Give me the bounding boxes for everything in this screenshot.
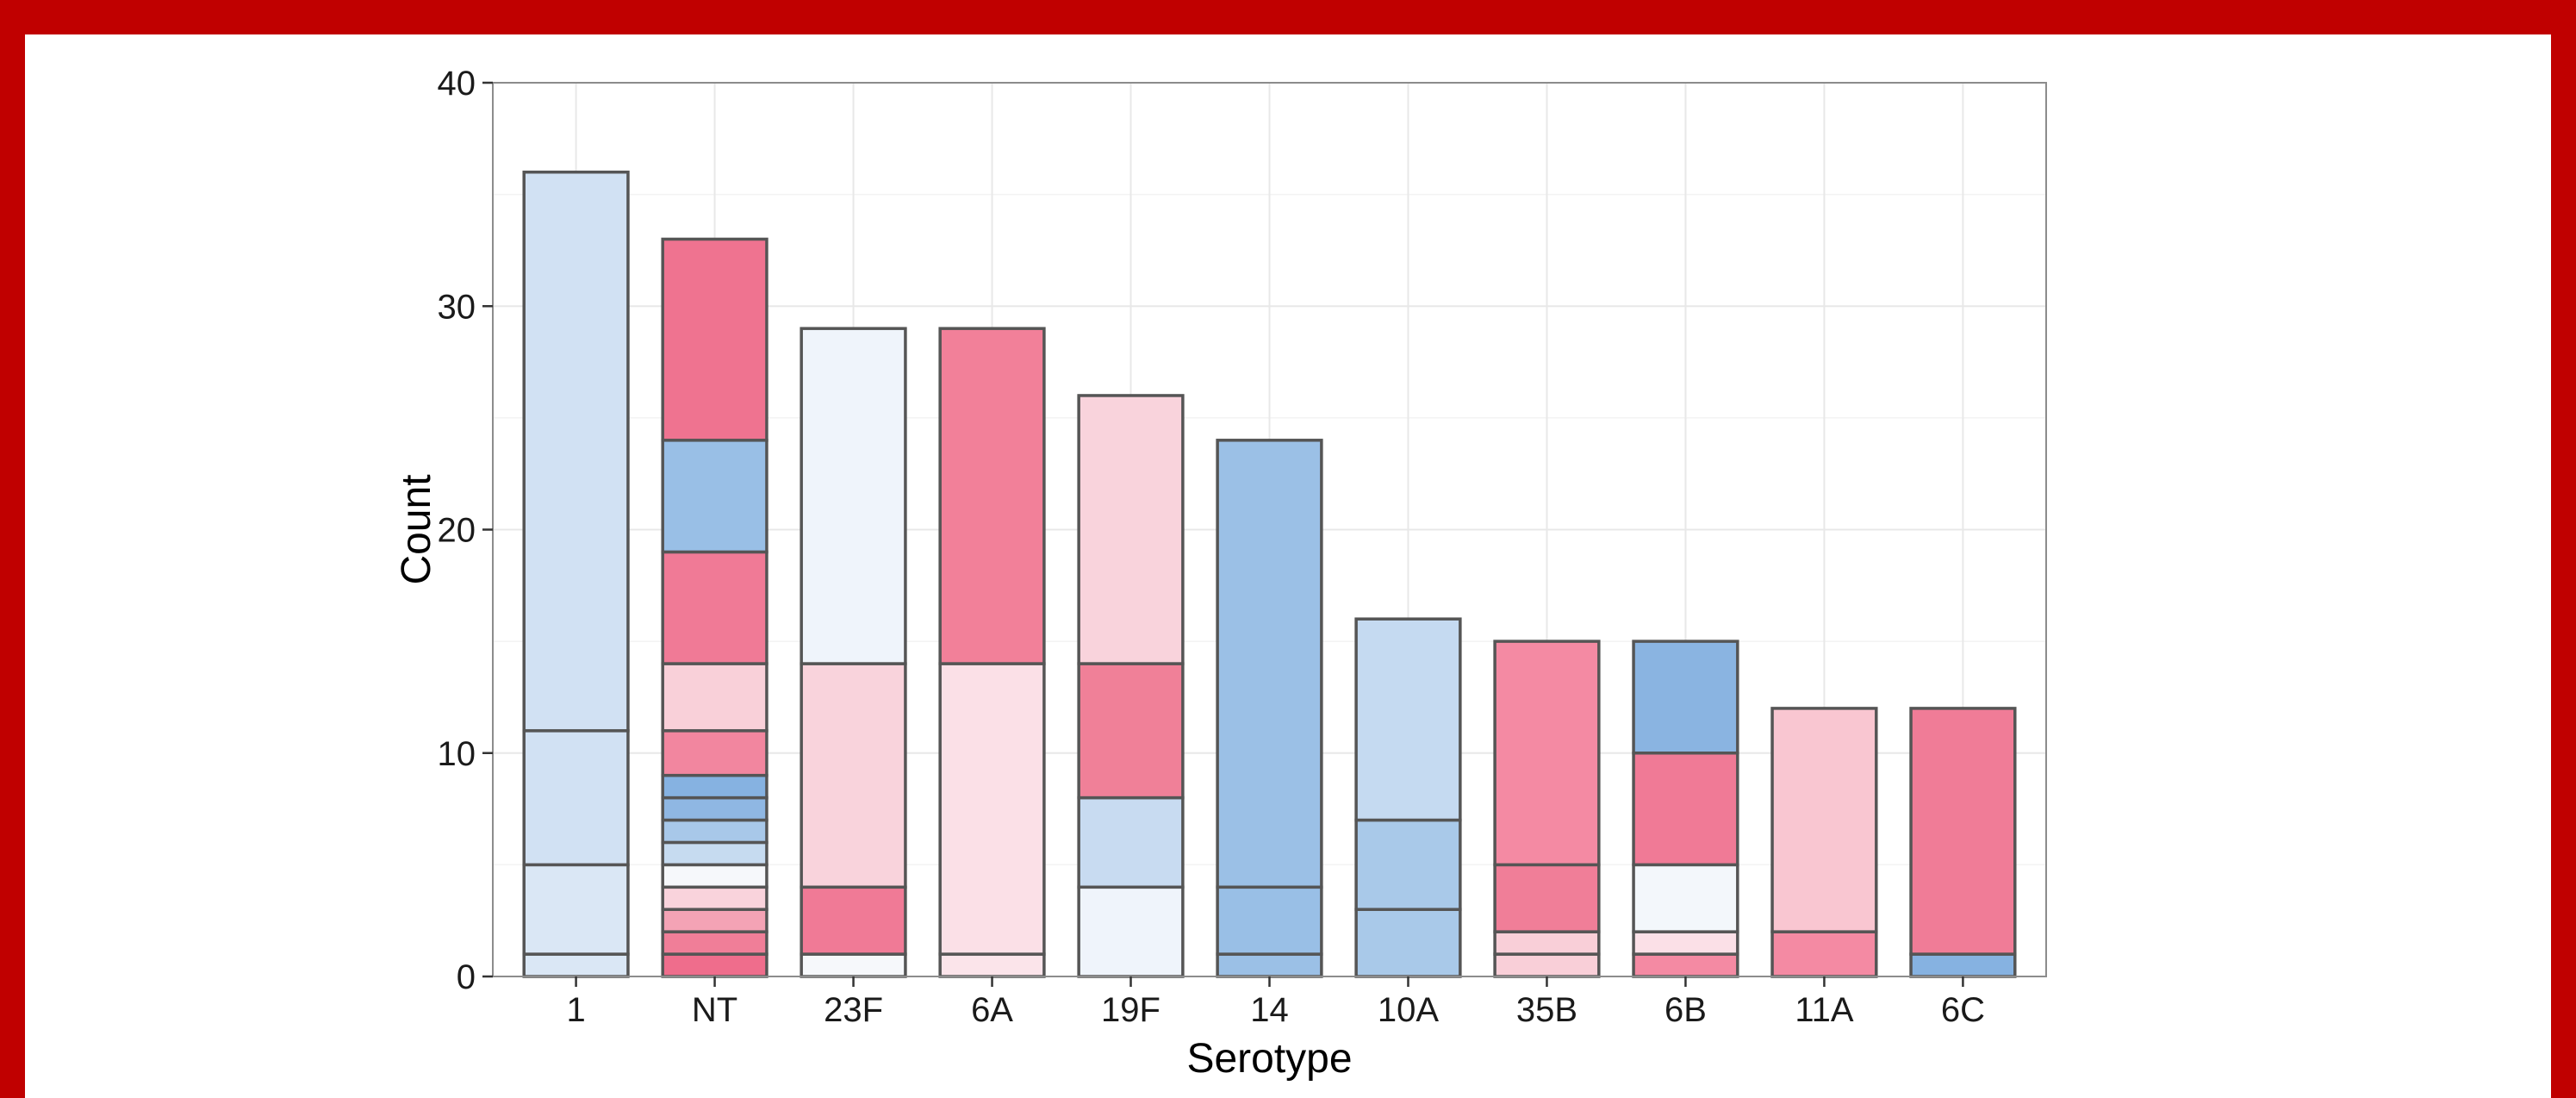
bar-stack-11A [1770,707,1878,978]
bar-segment [522,863,630,956]
x-tick-label: 19F [1101,991,1160,1029]
y-tick-label: 10 [438,735,476,773]
bar-segment [1493,930,1601,956]
x-tick-label: 11A [1795,991,1854,1029]
bar-segment [1354,818,1462,911]
bar-segment [661,237,768,442]
bar-segment [1216,439,1323,889]
bar-stack-6C [1909,707,2017,978]
bar-segment [1354,908,1462,978]
bar-segment [800,327,907,665]
x-tick-label: 10A [1378,991,1439,1029]
bar-segment [1077,795,1185,889]
bars [522,170,2017,978]
y-tick-label: 0 [457,958,476,996]
y-tick-label: 30 [438,288,476,326]
bar-segment [661,863,768,889]
y-tick-label: 20 [438,512,476,550]
bar-segment [1909,707,2017,956]
bar-segment [661,952,768,978]
bar-segment [938,662,1046,956]
bar-segment [1770,707,1878,933]
bar-segment [661,439,768,554]
x-axis-title: Serotype [1186,1036,1352,1082]
x-tick-label: 6C [1941,991,1985,1029]
bar-stack-19F [1077,394,1185,978]
bar-segment [522,170,630,733]
bar-stack-35B [1493,639,1601,978]
x-tick-label: NT [692,991,737,1029]
x-tick-label: 23F [824,991,883,1029]
bar-segment [1632,752,1739,867]
bar-segment [1632,930,1739,956]
chart-frame: 0 10 20 30 40 1 NT 23F 6A 19F 14 10A 35B 6B 11A 6C Ser… [25,34,2551,1098]
x-tick-label: 14 [1250,991,1289,1029]
bar-segment [1216,952,1323,978]
bar-stack-6A [938,327,1046,978]
bar-stack-23F [800,327,907,978]
bar-stack-10A [1354,617,1462,978]
bar-segment [1354,617,1462,822]
bar-stack-1 [522,170,630,978]
bar-segment [522,952,630,978]
bar-segment [1077,885,1185,978]
bar-segment [1216,885,1323,956]
y-axis-title: Count [394,474,439,584]
bar-segment [661,818,768,845]
bar-segment [661,662,768,733]
bar-segment [1077,394,1185,665]
bar-segment [661,773,768,800]
bar-segment [1909,952,2017,978]
bar-segment [661,550,768,665]
bar-segment [661,885,768,911]
bar-segment [661,908,768,933]
bar-segment [1632,863,1739,933]
bar-segment [661,930,768,956]
bar-segment [661,795,768,822]
bar-segment [800,885,907,956]
bar-segment [1493,863,1601,933]
bar-segment [661,840,768,867]
bar-segment [1493,952,1601,978]
y-tick-label: 40 [438,65,476,103]
bar-segment [1493,639,1601,867]
bar-segment [1632,639,1739,755]
y-axis: 0 10 20 30 40 [438,65,493,996]
chart: 0 10 20 30 40 1 NT 23F 6A 19F 14 10A 35B 6B 11A 6C Ser… [394,65,2047,1082]
bar-segment [1077,662,1185,800]
x-tick-label: 6B [1664,991,1707,1029]
x-axis: 1 NT 23F 6A 19F 14 10A 35B 6B 11A 6C [566,976,1985,1029]
bar-segment [1632,952,1739,978]
x-tick-label: 35B [1516,991,1577,1029]
bar-stack-14 [1216,439,1323,978]
bar-segment [800,662,907,889]
bar-stack-6B [1632,639,1739,978]
bar-segment [938,952,1046,978]
bar-segment [800,952,907,978]
bar-segment [661,729,768,777]
bar-stack-NT [661,237,768,978]
x-tick-label: 6A [971,991,1013,1029]
bar-segment [1770,930,1878,978]
bar-segment [522,729,630,867]
x-tick-label: 1 [566,991,585,1029]
bar-segment [938,327,1046,665]
